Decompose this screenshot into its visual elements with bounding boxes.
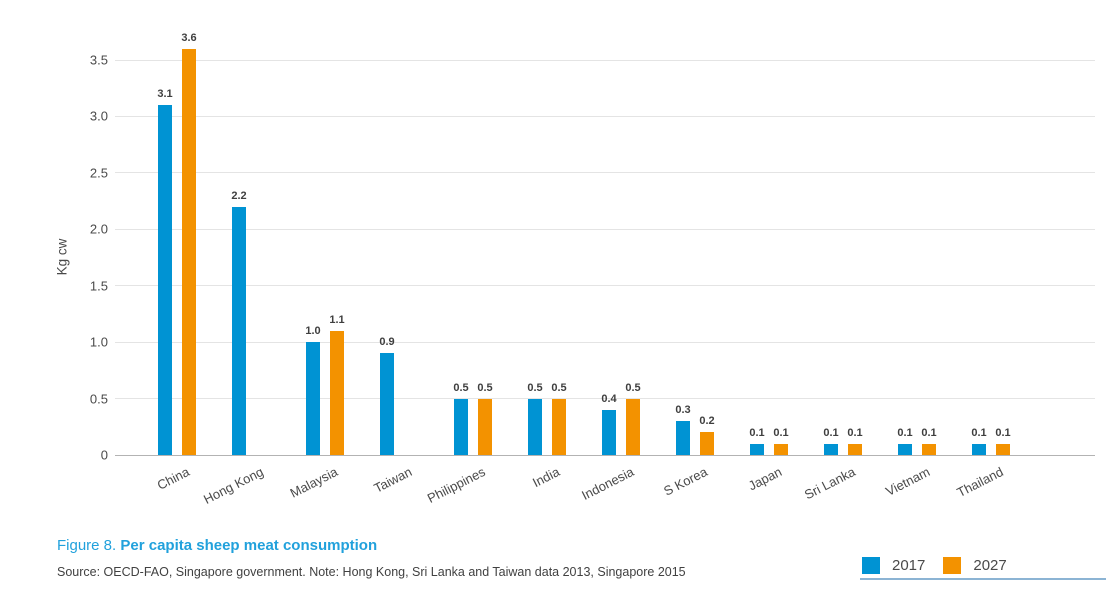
category-label-vietnam: Vietnam [882, 464, 932, 499]
value-label: 0.5 [527, 381, 543, 394]
value-label: 0.5 [453, 381, 469, 394]
category-label-japan: Japan [745, 464, 784, 494]
bar-2027-india [552, 398, 566, 455]
legend: 2017 2027 [862, 557, 1007, 574]
category-label-indonesia: Indonesia [578, 464, 636, 503]
gridline [115, 398, 1095, 400]
value-label: 0.5 [477, 381, 493, 394]
bar-2027-malaysia [330, 330, 344, 455]
figure-title-text: Per capita sheep meat consumption [120, 537, 378, 554]
bar-2027-china [182, 48, 196, 455]
value-label: 3.1 [157, 88, 173, 101]
source-note: Source: OECD-FAO, Singapore government. … [57, 565, 686, 579]
legend-item-2027: 2027 [943, 557, 1007, 574]
gridline [115, 59, 1095, 61]
gridline [115, 228, 1095, 230]
gridline [115, 285, 1095, 287]
legend-swatch-2017-icon [862, 557, 880, 574]
y-tick-label: 0.5 [89, 391, 108, 407]
bar-2027-philippines [478, 398, 492, 455]
y-tick-label: 0 [100, 447, 108, 463]
bar-2027-indonesia [626, 398, 640, 455]
x-axis-baseline [115, 454, 1095, 456]
legend-label-2017: 2017 [892, 557, 926, 574]
category-label-malaysia: Malaysia [287, 464, 340, 501]
y-tick-label: 3.0 [89, 108, 108, 124]
category-label-hong-kong: Hong Kong [201, 464, 266, 507]
value-label: 0.9 [379, 336, 395, 349]
category-label-philippines: Philippines [424, 464, 488, 506]
gridline [115, 115, 1095, 117]
category-label-china: China [154, 464, 192, 493]
bar-2027-japan [774, 443, 788, 455]
value-label: 0.5 [625, 381, 641, 394]
value-label: 3.6 [181, 31, 197, 44]
y-tick-label: 3.5 [89, 52, 108, 68]
bar-2017-japan [750, 443, 764, 455]
bar-2017-india [528, 398, 542, 455]
legend-label-2027: 2027 [973, 557, 1007, 574]
y-tick-label: 2.0 [89, 221, 108, 237]
bar-2027-vietnam [922, 443, 936, 455]
value-label: 0.1 [971, 426, 987, 439]
value-label: 1.1 [329, 313, 345, 326]
bar-2017-indonesia [602, 409, 616, 455]
legend-item-2017: 2017 [862, 557, 925, 574]
y-tick-label: 1.5 [89, 278, 108, 294]
y-tick-label: 2.5 [89, 165, 108, 181]
value-label: 0.3 [675, 404, 691, 417]
value-label: 0.1 [823, 426, 839, 439]
value-label: 0.5 [551, 381, 567, 394]
bar-2027-thailand [996, 443, 1010, 455]
bar-2017-s-korea [676, 421, 690, 455]
figure-number: Figure 8. [57, 537, 117, 554]
value-label: 0.1 [995, 426, 1011, 439]
legend-underline-rule [860, 578, 1106, 580]
bar-2017-taiwan [380, 353, 394, 455]
value-label: 0.1 [897, 426, 913, 439]
category-label-taiwan: Taiwan [370, 464, 414, 496]
value-label: 0.4 [601, 392, 617, 405]
bar-2017-china [158, 105, 172, 455]
bar-2017-hong-kong [232, 206, 246, 455]
value-label: 2.2 [231, 189, 247, 202]
value-label: 1.0 [305, 325, 321, 338]
y-axis-ticks: 0 0.5 1.0 1.5 2.0 2.5 3.0 3.5 [0, 53, 108, 463]
bar-2017-sri-lanka [824, 443, 838, 455]
value-label: 0.1 [921, 426, 937, 439]
bar-2017-malaysia [306, 342, 320, 455]
bar-2017-vietnam [898, 443, 912, 455]
y-tick-label: 1.0 [89, 334, 108, 350]
gridline [115, 341, 1095, 343]
value-label: 0.1 [749, 426, 765, 439]
category-label-thailand: Thailand [954, 464, 1006, 501]
bar-2027-sri-lanka [848, 443, 862, 455]
bar-2017-thailand [972, 443, 986, 455]
bar-2027-s-korea [700, 432, 714, 455]
gridline [115, 172, 1095, 174]
category-label-sri-lanka: Sri Lanka [802, 464, 858, 503]
value-label: 0.2 [699, 415, 715, 428]
value-label: 0.1 [847, 426, 863, 439]
figure-title: Figure 8. Per capita sheep meat consumpt… [57, 537, 377, 554]
bar-2017-philippines [454, 398, 468, 455]
legend-swatch-2027-icon [943, 557, 962, 574]
category-label-s-korea: S Korea [661, 464, 710, 499]
value-label: 0.1 [773, 426, 789, 439]
category-label-india: India [529, 464, 562, 491]
plot-area: 3.1 3.6 China 2.2 Hong Kong 1.0 1.1 Malaysia 0.9… [115, 32, 1095, 507]
